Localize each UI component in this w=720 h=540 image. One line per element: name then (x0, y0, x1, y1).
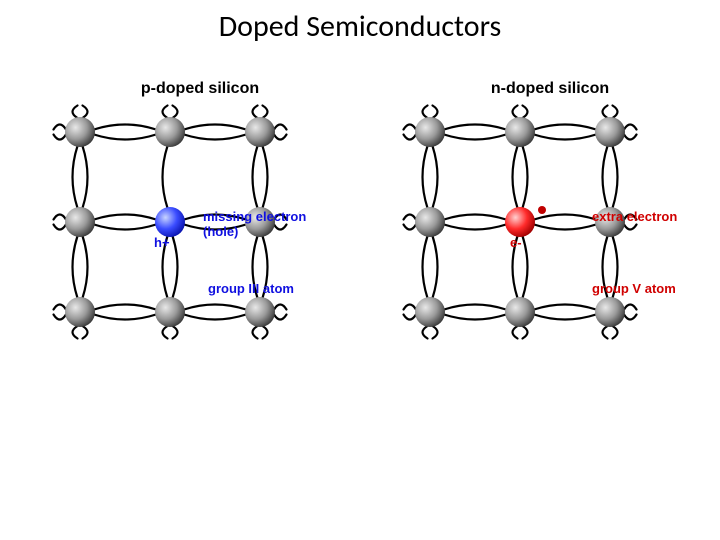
n-extra-electron-label: extra electron (592, 210, 677, 225)
n-group-V-label: group V atom (592, 282, 676, 297)
p-panel-title: p-doped silicon (50, 80, 350, 98)
p-group-III-label: group III atom (208, 282, 294, 297)
n-lattice-svg (400, 102, 700, 372)
p-charge-label: h+ (154, 236, 170, 251)
page-title: Doped Semiconductors (0, 8, 720, 45)
p-missing-electron-label: missing electron(hole) (203, 210, 306, 240)
n-doped-panel: n-doped silicon e- extra electron group … (400, 80, 700, 380)
n-charge-label: e- (510, 236, 522, 251)
p-doped-panel: p-doped silicon h+ missing electron(hole… (50, 80, 350, 380)
n-panel-title: n-doped silicon (400, 80, 700, 98)
